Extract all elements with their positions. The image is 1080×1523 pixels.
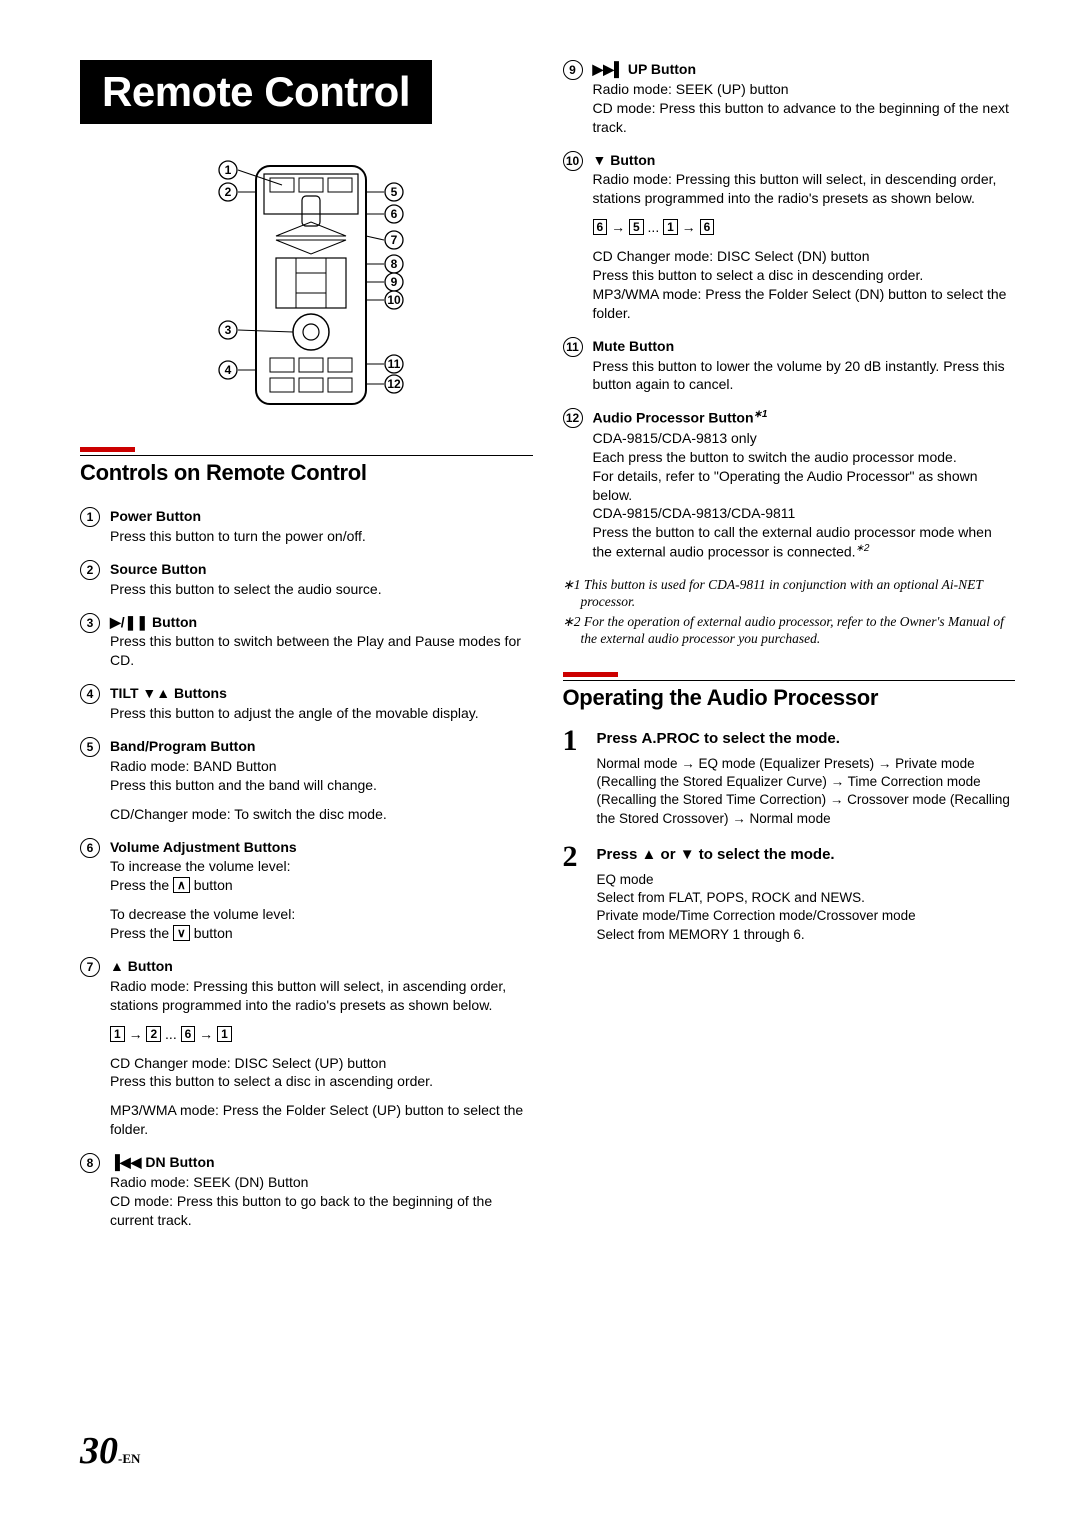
control-description: 1 → 2 ... 6 → 1 (110, 1025, 533, 1044)
step-description: Normal mode → EQ mode (Equalizer Presets… (597, 755, 1016, 828)
control-title: Mute Button (593, 337, 1016, 356)
section-divider (563, 672, 1016, 681)
control-item: 3 ▶/❚❚ ButtonPress this button to switch … (80, 613, 533, 671)
control-description: Radio mode: Pressing this button will se… (593, 170, 1016, 208)
svg-text:7: 7 (391, 233, 398, 247)
control-number-badge: 8 (80, 1153, 100, 1173)
control-description: 6 → 5 ... 1 → 6 (593, 218, 1016, 237)
control-title: TILT ▼▲ Buttons (110, 684, 533, 703)
control-description: Press this button to switch between the … (110, 632, 533, 670)
control-description: CD Changer mode: DISC Select (DN) button… (593, 247, 1016, 323)
control-title: ▲ Button (110, 957, 533, 976)
control-item: 11 Mute ButtonPress this button to lower … (563, 337, 1016, 395)
control-description: CD Changer mode: DISC Select (UP) button… (110, 1054, 533, 1092)
control-number-badge: 4 (80, 684, 100, 704)
control-title: ▼ Button (593, 151, 1016, 170)
step-item: 2Press ▲ or ▼ to select the mode.EQ mode… (563, 846, 1016, 944)
control-number-badge: 12 (563, 408, 583, 428)
control-number-badge: 1 (80, 507, 100, 527)
control-title: Volume Adjustment Buttons (110, 838, 533, 857)
control-description: Press this button to lower the volume by… (593, 357, 1016, 395)
control-description: Press this button to turn the power on/o… (110, 527, 533, 546)
control-number-badge: 9 (563, 60, 583, 80)
control-description: Radio mode: SEEK (DN) ButtonCD mode: Pre… (110, 1173, 533, 1230)
step-number: 2 (563, 842, 597, 944)
control-item: 5 Band/Program ButtonRadio mode: BAND But… (80, 737, 533, 824)
control-title: ▶/❚❚ Button (110, 613, 533, 632)
footnotes: ∗1 This button is used for CDA-9811 in c… (563, 576, 1016, 648)
svg-text:8: 8 (391, 257, 398, 271)
control-item: 7 ▲ ButtonRadio mode: Pressing this butto… (80, 957, 533, 1139)
control-number-badge: 7 (80, 957, 100, 977)
control-description: Radio mode: Pressing this button will se… (110, 977, 533, 1015)
control-item: 1 Power ButtonPress this button to turn t… (80, 507, 533, 546)
page-title: Remote Control (80, 60, 432, 124)
control-title: Power Button (110, 507, 533, 526)
svg-text:10: 10 (388, 293, 402, 307)
section-heading-operating: Operating the Audio Processor (563, 685, 1016, 714)
page-number: 30-EN (80, 1429, 140, 1473)
control-title: Band/Program Button (110, 737, 533, 756)
svg-text:12: 12 (388, 377, 402, 391)
control-description: To increase the volume level:Press the ∧… (110, 857, 533, 895)
svg-text:11: 11 (388, 357, 401, 371)
control-number-badge: 2 (80, 560, 100, 580)
step-description: EQ modeSelect from FLAT, POPS, ROCK and … (597, 871, 1016, 944)
svg-text:5: 5 (391, 185, 398, 199)
control-item: 2 Source ButtonPress this button to selec… (80, 560, 533, 599)
footnote: ∗1 This button is used for CDA-9811 in c… (563, 576, 1016, 611)
control-number-badge: 10 (563, 151, 583, 171)
control-number-badge: 5 (80, 737, 100, 757)
step-number: 1 (563, 726, 597, 828)
section-heading-controls: Controls on Remote Control (80, 460, 533, 489)
svg-text:1: 1 (225, 163, 232, 177)
svg-text:9: 9 (391, 275, 398, 289)
control-title: ▐◀◀ DN Button (110, 1153, 533, 1172)
svg-text:3: 3 (225, 323, 232, 337)
step-title: Press ▲ or ▼ to select the mode. (597, 846, 1016, 863)
control-description: To decrease the volume level:Press the ∨… (110, 905, 533, 943)
control-number-badge: 3 (80, 613, 100, 633)
svg-text:2: 2 (225, 185, 232, 199)
control-title: ▶▶▌ UP Button (593, 60, 1016, 79)
control-title: Source Button (110, 560, 533, 579)
control-description: CDA-9815/CDA-9813 onlyEach press the but… (593, 429, 1016, 562)
remote-diagram: 1 2 3 4 5 6 7 8 9 10 11 12 (136, 152, 476, 417)
svg-text:4: 4 (225, 363, 232, 377)
control-title: Audio Processor Button∗1 (593, 408, 1016, 428)
control-number-badge: 11 (563, 337, 583, 357)
steps-list: 1Press A.PROC to select the mode.Normal … (563, 730, 1016, 944)
control-description: Press this button to select the audio so… (110, 580, 533, 599)
section-divider (80, 447, 533, 456)
control-item: 9 ▶▶▌ UP ButtonRadio mode: SEEK (UP) butt… (563, 60, 1016, 137)
control-description: CD/Changer mode: To switch the disc mode… (110, 805, 533, 824)
footnote: ∗2 For the operation of external audio p… (563, 613, 1016, 648)
controls-list-left: 1 Power ButtonPress this button to turn t… (80, 507, 533, 1230)
control-description: Radio mode: BAND ButtonPress this button… (110, 757, 533, 795)
svg-text:6: 6 (391, 207, 398, 221)
control-item: 8 ▐◀◀ DN ButtonRadio mode: SEEK (DN) Butt… (80, 1153, 533, 1230)
control-description: Radio mode: SEEK (UP) buttonCD mode: Pre… (593, 80, 1016, 137)
control-description: MP3/WMA mode: Press the Folder Select (U… (110, 1101, 533, 1139)
control-description: Press this button to adjust the angle of… (110, 704, 533, 723)
controls-list-right: 9 ▶▶▌ UP ButtonRadio mode: SEEK (UP) butt… (563, 60, 1016, 562)
step-title: Press A.PROC to select the mode. (597, 730, 1016, 747)
control-item: 6 Volume Adjustment ButtonsTo increase th… (80, 838, 533, 943)
control-item: 12 Audio Processor Button∗1CDA-9815/CDA-9… (563, 408, 1016, 561)
control-number-badge: 6 (80, 838, 100, 858)
control-item: 10 ▼ ButtonRadio mode: Pressing this butt… (563, 151, 1016, 323)
control-item: 4 TILT ▼▲ ButtonsPress this button to adj… (80, 684, 533, 723)
step-item: 1Press A.PROC to select the mode.Normal … (563, 730, 1016, 828)
